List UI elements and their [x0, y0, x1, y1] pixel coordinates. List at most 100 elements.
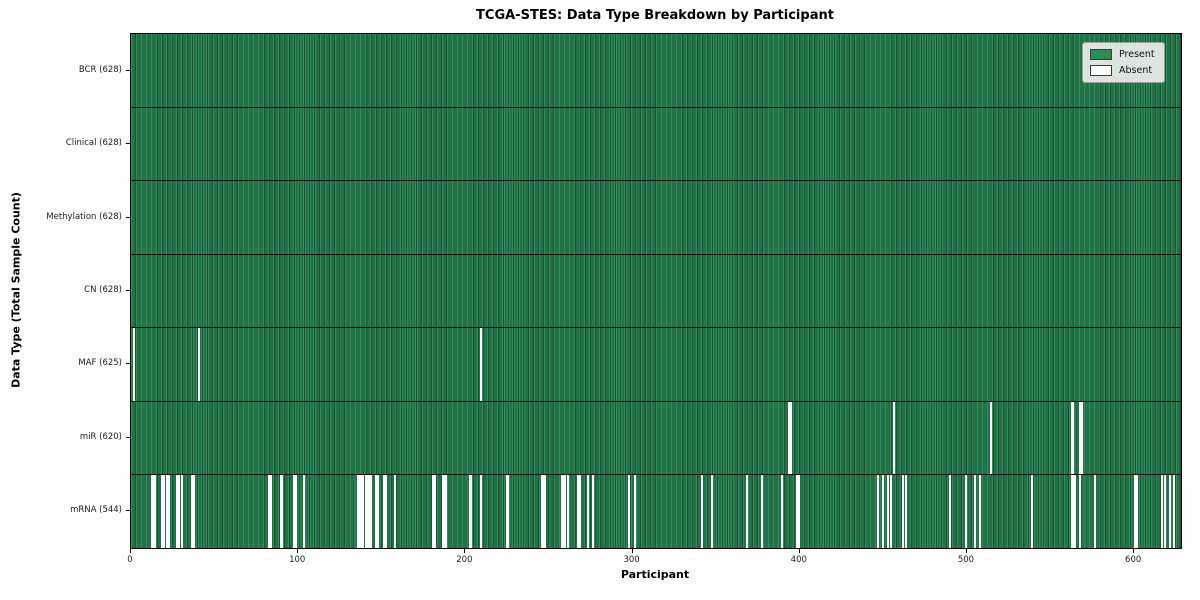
absent-cell: [167, 475, 170, 549]
absent-cell: [385, 475, 388, 549]
absent-cell: [443, 475, 446, 549]
absent-cell: [1079, 401, 1081, 475]
absent-cell: [1072, 475, 1075, 549]
absent-cell: [361, 475, 364, 549]
heatmap-row-Methylation: [131, 181, 1181, 255]
y-tick-label-BCR: BCR (628): [78, 64, 122, 75]
absent-cell: [788, 401, 791, 475]
absent-cell: [154, 475, 157, 549]
x-tick-mark: [297, 549, 299, 553]
absent-cell: [1072, 401, 1075, 475]
absent-cell: [876, 475, 879, 549]
absent-cell: [293, 475, 296, 549]
absent-cell: [383, 475, 386, 549]
absent-cell: [303, 475, 306, 549]
absent-cell: [1030, 475, 1033, 549]
x-tick-label-300: 300: [623, 555, 640, 565]
absent-cell: [161, 475, 164, 549]
absent-cell: [893, 401, 896, 475]
y-tick-mark: [126, 216, 130, 218]
legend: Present Absent: [1082, 42, 1165, 83]
absent-cell: [375, 475, 378, 549]
absent-cell: [542, 475, 545, 549]
present-swatch: [1090, 49, 1112, 60]
absent-cell: [393, 475, 396, 549]
absent-cell: [162, 475, 165, 549]
y-tick-mark: [126, 436, 130, 438]
absent-cell: [181, 475, 184, 549]
y-tick-label-miR: miR (620): [79, 431, 122, 442]
absent-cell: [356, 475, 359, 549]
absent-cell: [1164, 475, 1167, 549]
absent-cell: [176, 475, 179, 549]
absent-cell: [1169, 475, 1172, 549]
absent-cell: [1135, 475, 1138, 549]
x-tick-mark: [965, 549, 967, 553]
absent-cell: [587, 475, 590, 549]
absent-cell: [151, 475, 154, 549]
y-tick-label-CN: CN (628): [84, 285, 122, 295]
absent-cell: [370, 475, 373, 549]
absent-cell: [192, 475, 195, 549]
x-tick-label-0: 0: [127, 555, 133, 565]
y-tick-label-mRNA: mRNA (544): [70, 505, 122, 516]
absent-cell: [507, 475, 510, 549]
absent-cell: [470, 475, 473, 549]
absent-cell: [1094, 475, 1097, 549]
y-tick-mark: [126, 510, 130, 512]
absent-cell: [901, 475, 904, 549]
absent-cell: [197, 328, 200, 401]
x-tick-mark: [1133, 549, 1135, 553]
absent-cell: [978, 475, 981, 549]
absent-cell: [886, 475, 889, 549]
absent-cell: [505, 475, 508, 549]
absent-cell: [1070, 401, 1073, 475]
y-tick-label-MAF: MAF (625): [78, 358, 122, 369]
absent-cell: [360, 475, 363, 549]
absent-cell: [365, 475, 368, 549]
absent-cell: [433, 475, 436, 549]
chart-title: TCGA-STES: Data Type Breakdown by Partic…: [476, 8, 834, 23]
absent-cell: [177, 475, 180, 549]
absent-cell: [1079, 475, 1081, 549]
absent-cell: [948, 475, 951, 549]
absent-cell: [592, 475, 595, 549]
absent-cell: [269, 475, 272, 549]
y-tick-mark: [126, 363, 130, 365]
absent-cell: [480, 475, 483, 549]
absent-cell: [973, 475, 976, 549]
absent-cell: [577, 475, 580, 549]
absent-cell: [358, 475, 361, 549]
absent-cell: [564, 475, 567, 549]
absent-cell: [627, 475, 630, 549]
absent-cell: [540, 475, 543, 549]
absent-cell: [965, 475, 968, 549]
heatmap-rows: [131, 34, 1181, 549]
absent-cell: [796, 475, 799, 549]
absent-cell: [132, 328, 135, 401]
absent-cell: [1080, 401, 1083, 475]
absent-cell: [562, 475, 565, 549]
absent-cell: [746, 475, 749, 549]
legend-label-present: Present: [1119, 49, 1155, 60]
absent-cell: [441, 475, 444, 549]
plot-area: [130, 33, 1182, 549]
absent-cell: [634, 475, 637, 549]
absent-cell: [480, 328, 483, 401]
absent-cell: [1134, 475, 1137, 549]
absent-cell: [268, 475, 271, 549]
y-tick-mark: [126, 69, 130, 71]
absent-cell: [1160, 475, 1163, 549]
y-tick-mark: [126, 143, 130, 145]
absent-cell: [890, 475, 893, 549]
y-tick-label-Clinical: Clinical (628): [65, 138, 122, 149]
legend-entry-absent: Absent: [1090, 65, 1155, 76]
absent-cell: [1172, 475, 1175, 549]
absent-cell: [279, 475, 282, 549]
absent-cell: [881, 475, 884, 549]
legend-label-absent: Absent: [1119, 65, 1153, 76]
y-tick-mark: [126, 290, 130, 291]
absent-cell: [445, 475, 448, 549]
absent-cell: [294, 475, 297, 549]
absent-cell: [366, 475, 369, 549]
